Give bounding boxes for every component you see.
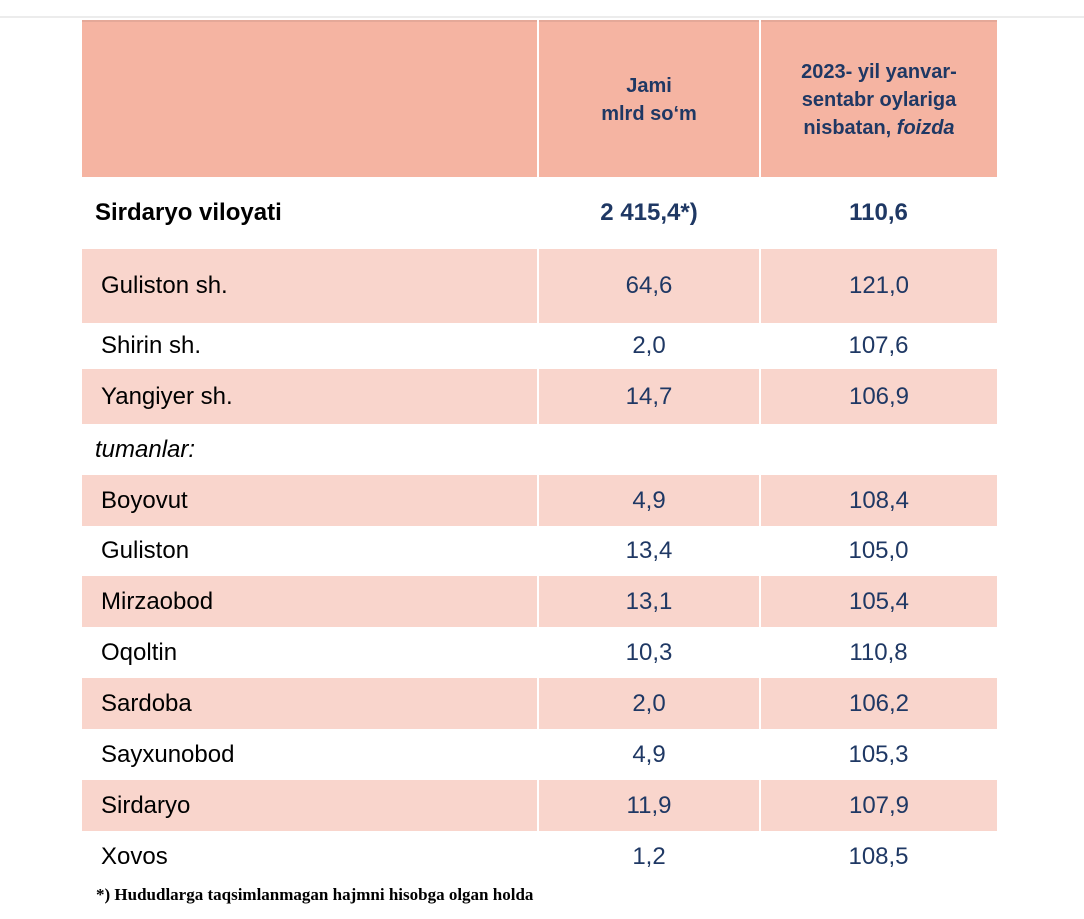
district-percent: 105,4 — [759, 576, 997, 627]
region-name: Sirdaryo viloyati — [82, 177, 538, 249]
table-row-district: Sirdaryo 11,9 107,9 — [82, 780, 997, 831]
header-percent-line1: 2023- yil yanvar- — [801, 60, 957, 83]
districts-section-row: tumanlar: — [82, 424, 997, 475]
table-row-district: Xovos 1,2 108,5 — [82, 831, 997, 882]
district-percent: 105,3 — [760, 729, 997, 780]
header-percent-line3-text: nisbatan, — [803, 116, 892, 139]
district-name: Sayxunobod — [82, 729, 538, 780]
districts-label: tumanlar: — [95, 435, 196, 463]
city-total: 64,6 — [537, 249, 760, 323]
district-percent: 110,8 — [760, 627, 997, 678]
city-name: Yangiyer sh. — [82, 369, 538, 424]
table-header-row: Jami mlrd so‘m 2023- yil yanvar- sentabr… — [82, 21, 997, 177]
district-total: 11,9 — [537, 780, 760, 831]
district-name: Boyovut — [82, 475, 538, 526]
district-total: 13,1 — [537, 576, 760, 627]
city-percent: 121,0 — [759, 249, 997, 323]
district-name: Sardoba — [82, 678, 538, 729]
district-percent: 108,5 — [760, 831, 997, 882]
table-row-district: Mirzaobod 13,1 105,4 — [82, 576, 997, 627]
district-total: 4,9 — [537, 475, 760, 526]
table-row-city: Yangiyer sh. 14,7 106,9 — [82, 369, 997, 424]
district-percent: 106,2 — [759, 678, 997, 729]
header-total-cell: Jami mlrd so‘m — [537, 21, 760, 177]
table-row-city: Guliston sh. 64,6 121,0 — [82, 249, 997, 323]
district-percent: 108,4 — [759, 475, 997, 526]
district-total: 10,3 — [538, 627, 760, 678]
header-percent-line2: sentabr oylariga — [801, 88, 957, 111]
header-total-line1: Jami — [626, 74, 672, 97]
header-name-cell — [82, 21, 538, 177]
footnote: *) Hududlarga taqsimlanmagan hajmni hiso… — [96, 885, 534, 904]
district-total: 4,9 — [538, 729, 760, 780]
region-total: 2 415,4*) — [538, 177, 760, 249]
table-row-district: Guliston 13,4 105,0 — [82, 526, 997, 576]
table-row-district: Oqoltin 10,3 110,8 — [82, 627, 997, 678]
header-total-line2: mlrd so‘m — [601, 102, 697, 125]
table-row-district: Sayxunobod 4,9 105,3 — [82, 729, 997, 780]
district-name: Mirzaobod — [82, 576, 538, 627]
city-total: 14,7 — [537, 369, 760, 424]
district-total: 2,0 — [537, 678, 760, 729]
region-total-row: Sirdaryo viloyati 2 415,4*) 110,6 — [82, 177, 997, 249]
table-row-city: Shirin sh. 2,0 107,6 — [82, 323, 997, 369]
district-name: Xovos — [82, 831, 538, 882]
header-percent-cell: 2023- yil yanvar- sentabr oylariga nisba… — [759, 21, 997, 177]
page-top-rule — [0, 16, 1084, 18]
city-percent: 107,6 — [760, 323, 997, 369]
statistics-table: Jami mlrd so‘m 2023- yil yanvar- sentabr… — [82, 20, 997, 882]
table-row-district: Sardoba 2,0 106,2 — [82, 678, 997, 729]
table-row-district: Boyovut 4,9 108,4 — [82, 475, 997, 526]
region-percent: 110,6 — [760, 177, 997, 249]
district-total: 1,2 — [538, 831, 760, 882]
district-percent: 105,0 — [760, 526, 997, 576]
city-name: Shirin sh. — [82, 323, 538, 369]
header-percent-unit: foizda — [896, 116, 955, 139]
city-percent: 106,9 — [759, 369, 997, 424]
district-name: Sirdaryo — [82, 780, 538, 831]
district-percent: 107,9 — [759, 780, 997, 831]
district-name: Guliston — [82, 526, 538, 576]
city-name: Guliston sh. — [82, 249, 538, 323]
district-total: 13,4 — [538, 526, 760, 576]
district-name: Oqoltin — [82, 627, 538, 678]
header-percent-line3: nisbatan, foizda — [761, 114, 997, 142]
city-total: 2,0 — [538, 323, 760, 369]
